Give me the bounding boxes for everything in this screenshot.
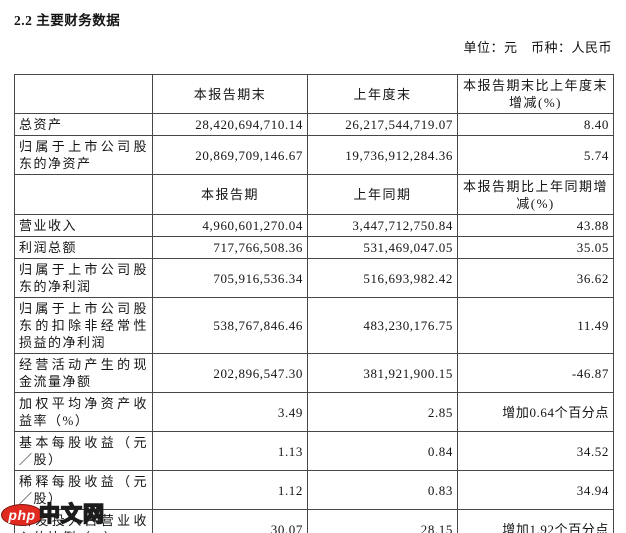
metric-label: 经营活动产生的现金流量净额 (14, 353, 153, 393)
header-row-period: 本报告期 上年同期 本报告期比上年同期增减(%) (14, 174, 614, 215)
header-current-period: 本报告期 (152, 174, 308, 215)
header-prior-year-end: 上年度末 (307, 74, 458, 114)
header-blank (14, 74, 153, 114)
current-value: 538,767,846.46 (152, 297, 308, 354)
table-row-diluted-eps: 稀释每股收益（元／股） 1.12 0.83 34.94 (14, 470, 614, 510)
php-cn-logo: php 中文网 (1, 503, 105, 527)
change-value: 35.05 (457, 236, 614, 259)
metric-label: 利润总额 (14, 236, 153, 259)
current-value: 28,420,694,710.14 (152, 113, 308, 136)
current-value: 705,916,536.34 (152, 258, 308, 298)
metric-label: 总资产 (14, 113, 153, 136)
prior-value: 26,217,544,719.07 (307, 113, 458, 136)
current-value: 1.12 (152, 470, 308, 510)
prior-value: 3,447,712,750.84 (307, 214, 458, 237)
prior-value: 28.15 (307, 509, 458, 533)
current-value: 1.13 (152, 431, 308, 471)
current-value: 20,869,709,146.67 (152, 135, 308, 175)
table-row-net-profit: 归属于上市公司股东的净利润 705,916,536.34 516,693,982… (14, 258, 614, 298)
current-value: 4,960,601,270.04 (152, 214, 308, 237)
prior-value: 531,469,047.05 (307, 236, 458, 259)
section-title: 2.2 主要财务数据 (14, 13, 121, 28)
metric-label: 加权平均净资产收益率（%） (14, 392, 153, 432)
table-row-basic-eps: 基本每股收益（元／股） 1.13 0.84 34.52 (14, 431, 614, 471)
table-row-weighted-avg-roe: 加权平均净资产收益率（%） 3.49 2.85 增加0.64个百分点 (14, 392, 614, 432)
prior-value: 483,230,176.75 (307, 297, 458, 354)
current-value: 202,896,547.30 (152, 353, 308, 393)
change-value: 增加0.64个百分点 (457, 392, 614, 432)
current-value: 3.49 (152, 392, 308, 432)
table-row-total-assets: 总资产 28,420,694,710.14 26,217,544,719.07 … (14, 113, 614, 136)
table-row-net-profit-excl-nonrecurring: 归属于上市公司股东的扣除非经常性损益的净利润 538,767,846.46 48… (14, 297, 614, 354)
header-current-period-end: 本报告期末 (152, 74, 308, 114)
header-blank (14, 174, 153, 215)
table-row-revenue: 营业收入 4,960,601,270.04 3,447,712,750.84 4… (14, 214, 614, 237)
change-value: 8.40 (457, 113, 614, 136)
metric-label: 基本每股收益（元／股） (14, 431, 153, 471)
metric-label: 归属于上市公司股东的扣除非经常性损益的净利润 (14, 297, 153, 354)
php-logo-wordmark: 中文网 (38, 503, 105, 527)
header-prior-period: 上年同期 (307, 174, 458, 215)
current-value: 717,766,508.36 (152, 236, 308, 259)
prior-value: 19,736,912,284.36 (307, 135, 458, 175)
prior-value: 0.83 (307, 470, 458, 510)
table-row-rd-expense-ratio: 研发投入占营业收入的比例（%） 30.07 28.15 增加1.92个百分点 (14, 509, 614, 533)
financial-data-table: 本报告期末 上年度末 本报告期末比上年度末增减(%) 总资产 28,420,69… (14, 74, 614, 533)
change-value: 5.74 (457, 135, 614, 175)
prior-value: 0.84 (307, 431, 458, 471)
change-value: 11.49 (457, 297, 614, 354)
header-change-period-end: 本报告期末比上年度末增减(%) (457, 74, 614, 114)
table-row-operating-cash-flow: 经营活动产生的现金流量净额 202,896,547.30 381,921,900… (14, 353, 614, 393)
header-row-period-end: 本报告期末 上年度末 本报告期末比上年度末增减(%) (14, 74, 614, 114)
php-logo-badge-icon: php (1, 504, 43, 526)
prior-value: 2.85 (307, 392, 458, 432)
change-value: 34.52 (457, 431, 614, 471)
prior-value: 516,693,982.42 (307, 258, 458, 298)
table-row-total-profit: 利润总额 717,766,508.36 531,469,047.05 35.05 (14, 236, 614, 259)
change-value: 36.62 (457, 258, 614, 298)
metric-label: 归属于上市公司股东的净利润 (14, 258, 153, 298)
prior-value: 381,921,900.15 (307, 353, 458, 393)
header-change-period: 本报告期比上年同期增减(%) (457, 174, 614, 215)
metric-label: 稀释每股收益（元／股） (14, 470, 153, 510)
change-value: 34.94 (457, 470, 614, 510)
current-value: 30.07 (152, 509, 308, 533)
change-value: -46.87 (457, 353, 614, 393)
change-value: 43.88 (457, 214, 614, 237)
change-value: 增加1.92个百分点 (457, 509, 614, 533)
metric-label: 归属于上市公司股东的净资产 (14, 135, 153, 175)
unit-currency-label: 单位：元 币种：人民币 (463, 40, 612, 55)
table-row-net-assets: 归属于上市公司股东的净资产 20,869,709,146.67 19,736,9… (14, 135, 614, 175)
metric-label: 营业收入 (14, 214, 153, 237)
